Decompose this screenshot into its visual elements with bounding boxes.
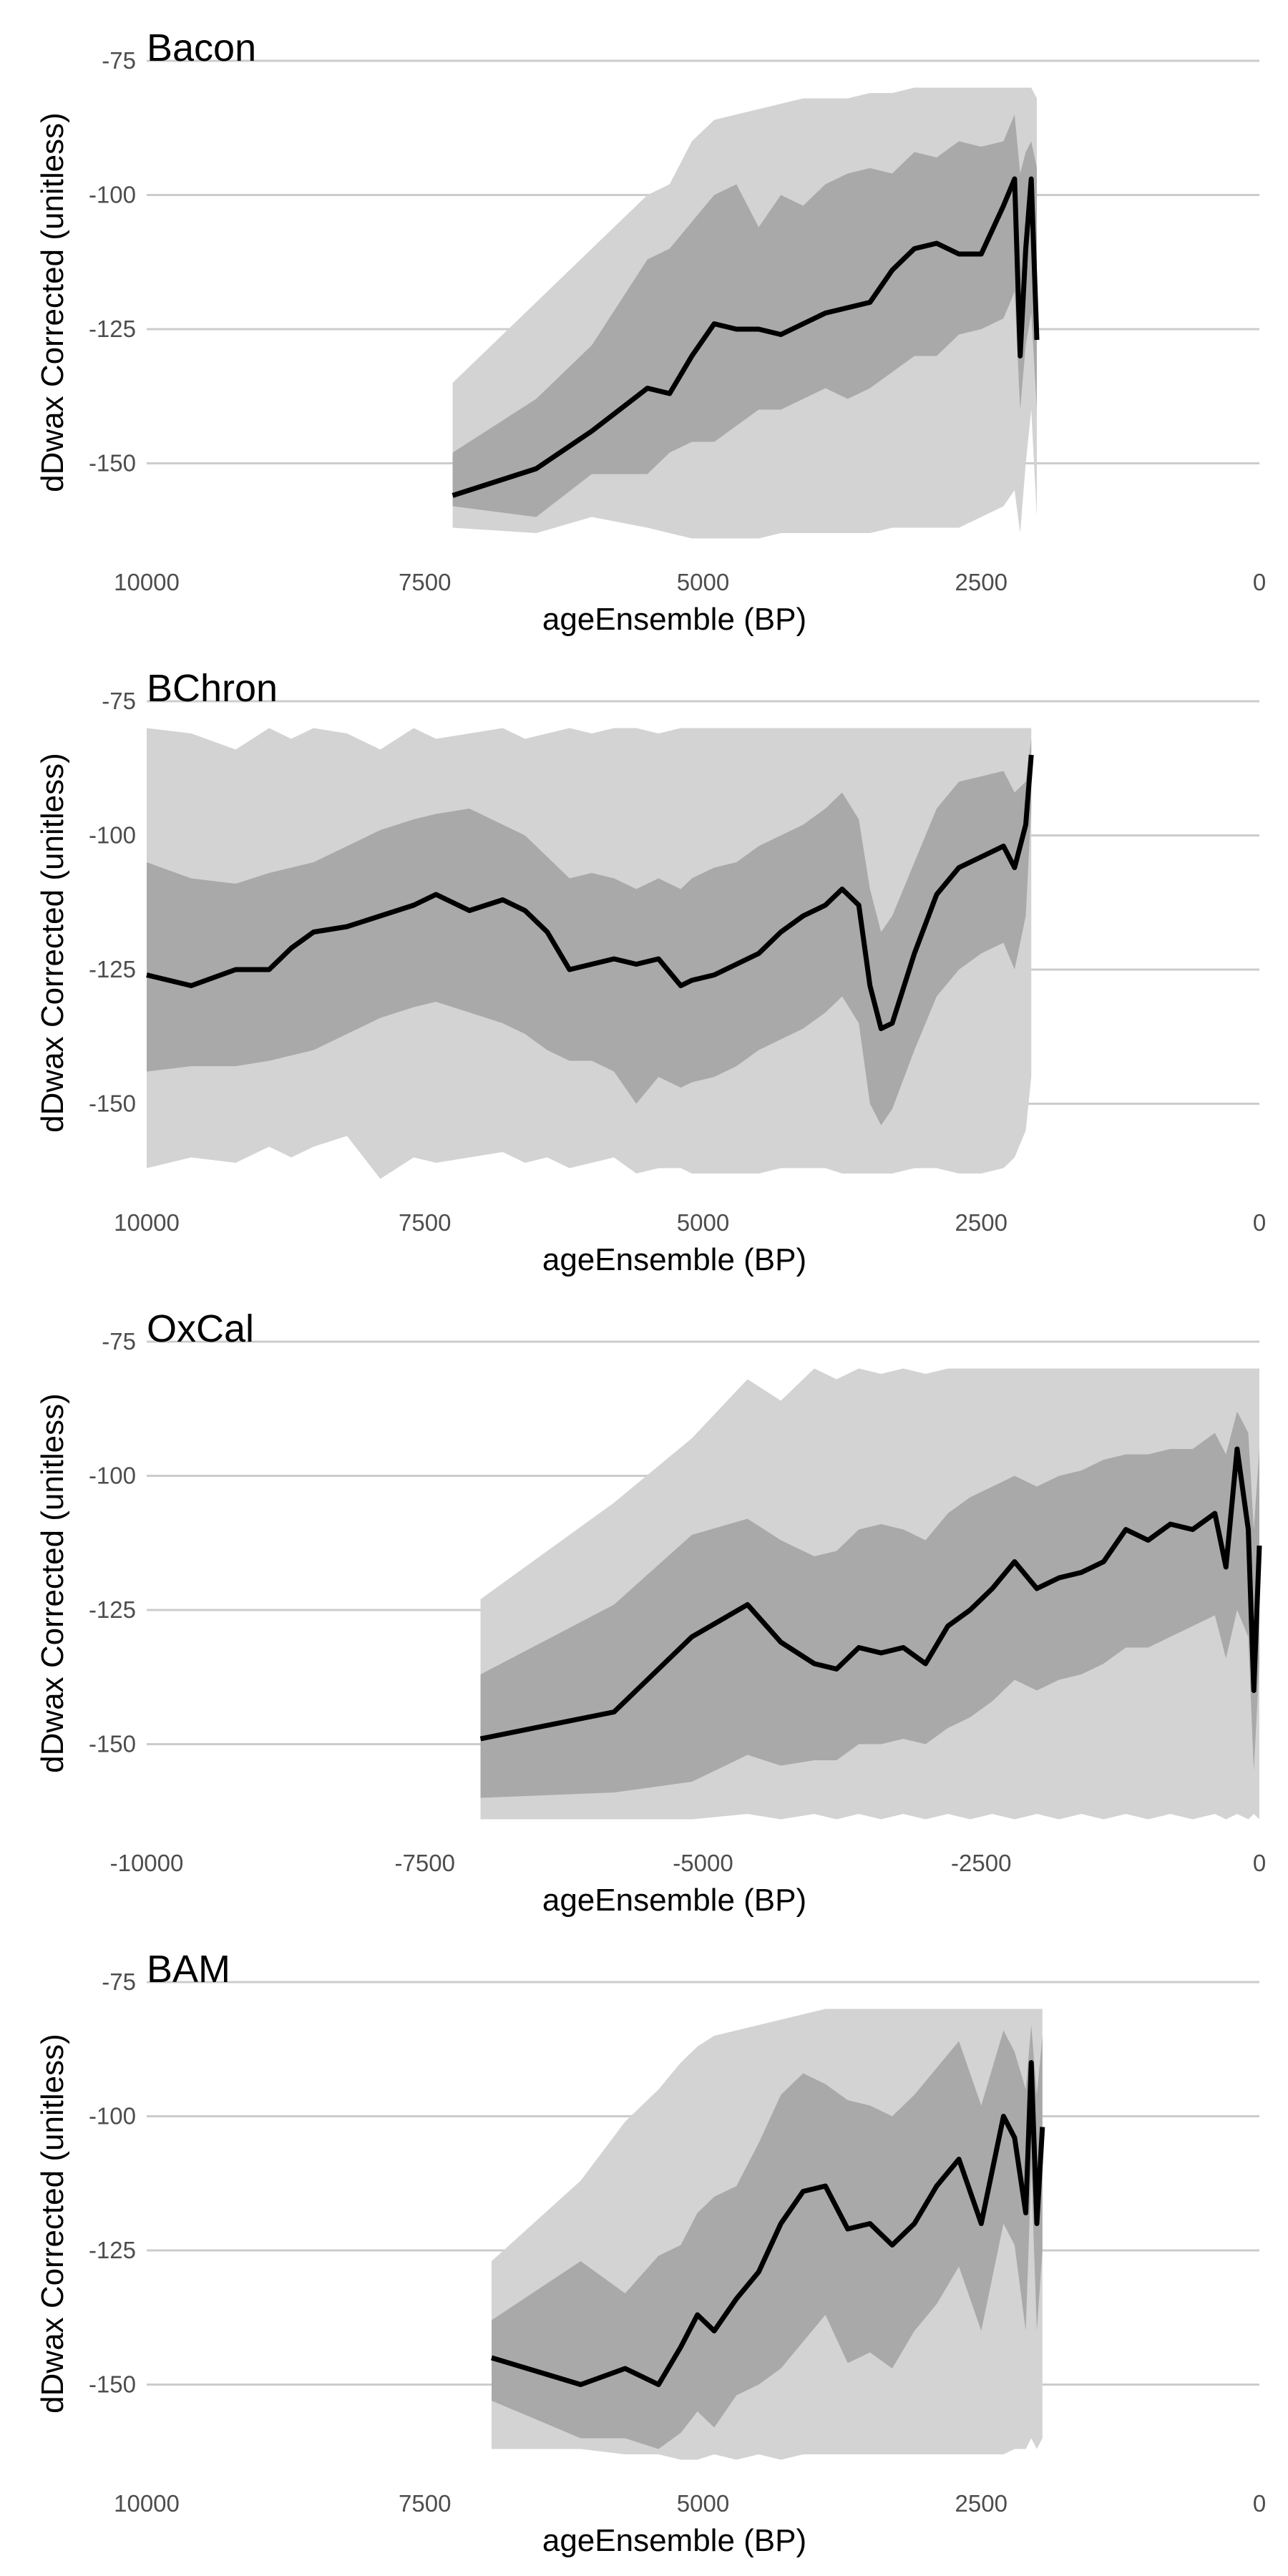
y-tick-label: -75 <box>102 47 136 74</box>
median-line <box>146 754 1034 1031</box>
x-tick-label: 10000 <box>114 1209 180 1236</box>
x-tick-label: 2500 <box>955 2490 1008 2517</box>
panel-bacon: Bacon -150 -125 -100 -75 10000 7500 5000 2500 0 ag… <box>35 26 1266 637</box>
y-tick-label: -75 <box>102 1328 136 1355</box>
x-axis-label: ageEnsemble (BP) <box>542 2523 806 2558</box>
x-tick-label: 7500 <box>399 2490 451 2517</box>
x-tick-label: -2500 <box>951 1850 1011 1876</box>
x-tick-label: -5000 <box>673 1850 733 1876</box>
y-tick-label: -150 <box>89 2371 136 2398</box>
y-tick-label: -100 <box>89 822 136 849</box>
x-axis-label: ageEnsemble (BP) <box>542 1883 806 1918</box>
x-axis-label: ageEnsemble (BP) <box>542 602 806 637</box>
median-line <box>452 176 1040 498</box>
panel-oxcal: OxCal -150 -125 -100 -75 -10000 -7500 -5000 -250… <box>35 1307 1266 1918</box>
inner-uncertainty-band <box>492 2025 1043 2449</box>
panel-title: Bacon <box>147 26 256 69</box>
x-tick-label: 7500 <box>399 1209 451 1236</box>
y-tick-label: -150 <box>89 1731 136 1757</box>
y-tick-label: -100 <box>89 182 136 208</box>
y-tick-label: -125 <box>89 1596 136 1623</box>
y-tick-label: -100 <box>89 1463 136 1489</box>
panel-title: OxCal <box>147 1307 254 1350</box>
panel-bchron: BChron -150 -125 -100 -75 10000 7500 5000 2500 0 a… <box>35 667 1266 1277</box>
y-tick-label: -125 <box>89 956 136 982</box>
y-axis-label: dDwax Corrected (unitless) <box>35 753 70 1133</box>
inner-uncertainty-band <box>480 1411 1259 1798</box>
y-axis-label: dDwax Corrected (unitless) <box>35 2034 70 2414</box>
panel-bam: BAM -150 -125 -100 -75 10000 7500 5000 2500 0 ageE… <box>35 1948 1266 2558</box>
y-axis-label: dDwax Corrected (unitless) <box>35 1393 70 1773</box>
y-tick-label: -125 <box>89 316 136 342</box>
x-tick-label: 0 <box>1253 1209 1266 1236</box>
inner-uncertainty-band <box>147 738 1032 1126</box>
median-line <box>490 2060 1045 2387</box>
median-line <box>479 1446 1262 1742</box>
x-tick-label: -10000 <box>110 1850 184 1876</box>
panel-title: BChron <box>147 667 278 710</box>
y-tick-label: -75 <box>102 688 136 714</box>
x-tick-label: 0 <box>1253 1850 1266 1876</box>
y-tick-label: -150 <box>89 450 136 477</box>
y-axis-label: dDwax Corrected (unitless) <box>35 112 70 492</box>
y-tick-label: -150 <box>89 1091 136 1117</box>
x-tick-label: 2500 <box>955 569 1008 595</box>
x-tick-label: -7500 <box>395 1850 455 1876</box>
x-tick-label: 5000 <box>677 1209 729 1236</box>
y-tick-label: -125 <box>89 2237 136 2263</box>
inner-uncertainty-band <box>452 114 1037 517</box>
x-tick-label: 5000 <box>677 2490 729 2517</box>
x-tick-label: 7500 <box>399 569 451 595</box>
y-tick-label: -75 <box>102 1968 136 1995</box>
x-tick-label: 10000 <box>114 569 180 595</box>
panel-title: BAM <box>147 1948 230 1991</box>
x-tick-label: 2500 <box>955 1209 1008 1236</box>
x-tick-label: 0 <box>1253 2490 1266 2517</box>
y-tick-label: -100 <box>89 2103 136 2129</box>
x-tick-label: 5000 <box>677 569 729 595</box>
x-tick-label: 10000 <box>114 2490 180 2517</box>
x-axis-label: ageEnsemble (BP) <box>542 1242 806 1277</box>
x-tick-label: 0 <box>1253 569 1266 595</box>
